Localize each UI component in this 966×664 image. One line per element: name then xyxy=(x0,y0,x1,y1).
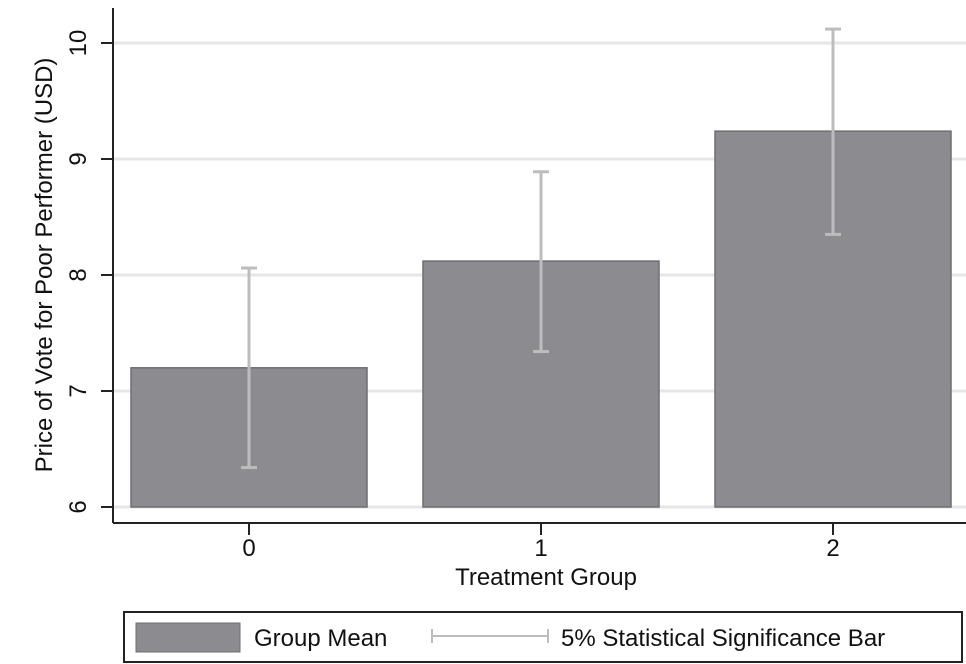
bar xyxy=(422,260,660,508)
y-axis-title: Price of Vote for Poor Performer (USD) xyxy=(31,58,58,473)
legend: Group Mean 5% Statistical Significance B… xyxy=(123,611,963,663)
y-tick-label: 9 xyxy=(65,152,92,165)
y-tick-label: 8 xyxy=(65,268,92,281)
x-tick-label: 0 xyxy=(242,535,255,562)
y-tick-label: 6 xyxy=(65,500,92,513)
x-tick-label: 2 xyxy=(826,535,839,562)
axes xyxy=(112,8,966,524)
legend-swatch-group-mean xyxy=(135,622,241,653)
x-axis-title: Treatment Group xyxy=(455,564,637,591)
y-tick-label: 10 xyxy=(65,30,92,57)
ticks: 6 7 8 9 10 0 1 2 xyxy=(65,30,840,562)
y-tick-label: 7 xyxy=(65,384,92,397)
legend-error-bar-icon xyxy=(431,629,549,643)
legend-label-significance-bar: 5% Statistical Significance Bar xyxy=(561,625,885,652)
error-bars xyxy=(241,27,841,470)
x-tick-label: 1 xyxy=(534,535,547,562)
legend-label-group-mean: Group Mean xyxy=(254,625,387,652)
